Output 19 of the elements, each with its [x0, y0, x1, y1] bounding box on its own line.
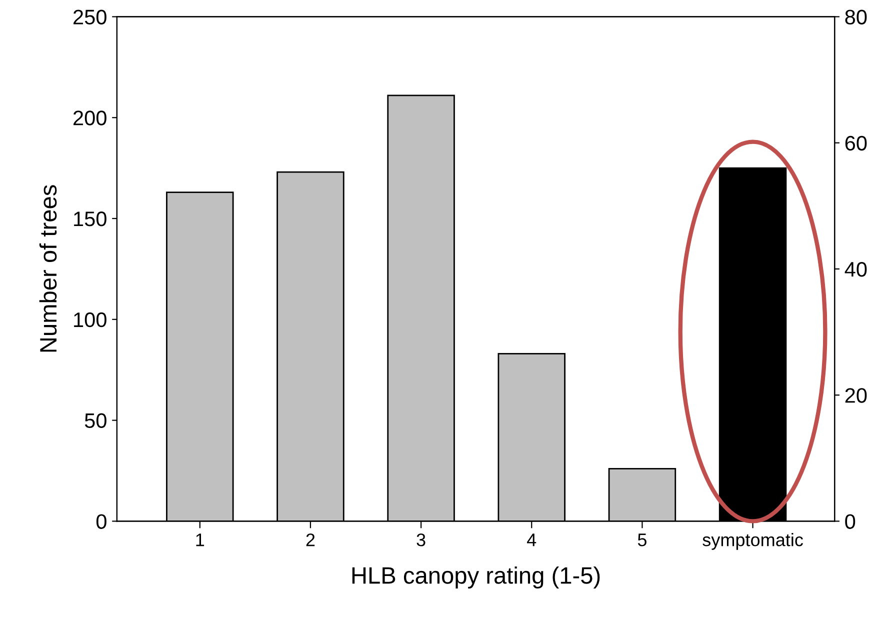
- y2-tick-label: 80: [845, 10, 867, 24]
- y2-tick-label: 60: [845, 136, 867, 151]
- y2-tick-label: 40: [844, 262, 867, 277]
- y-tick-label: 50: [84, 413, 106, 428]
- y-axis-title: Number of trees: [39, 185, 57, 352]
- x-tick-label: 4: [527, 534, 536, 546]
- x-tick-label: 3: [416, 533, 426, 546]
- x-tick-label: 1: [196, 534, 204, 546]
- y-tick-label: 100: [74, 312, 106, 328]
- y2-tick-label: 20: [845, 388, 867, 403]
- y-tick-label: 200: [74, 110, 106, 126]
- y-tick-label: 250: [74, 10, 106, 24]
- x-axis-title: HLB canopy rating (1-5): [352, 566, 600, 589]
- x-tick-label: symptomatic: [702, 533, 803, 550]
- y-tick-label: 150: [74, 212, 106, 226]
- x-tick-label: 2: [306, 533, 315, 546]
- x-tick-label: 5: [638, 534, 646, 546]
- y2-tick-label: 0: [845, 514, 856, 529]
- y-tick-label: 0: [96, 514, 106, 529]
